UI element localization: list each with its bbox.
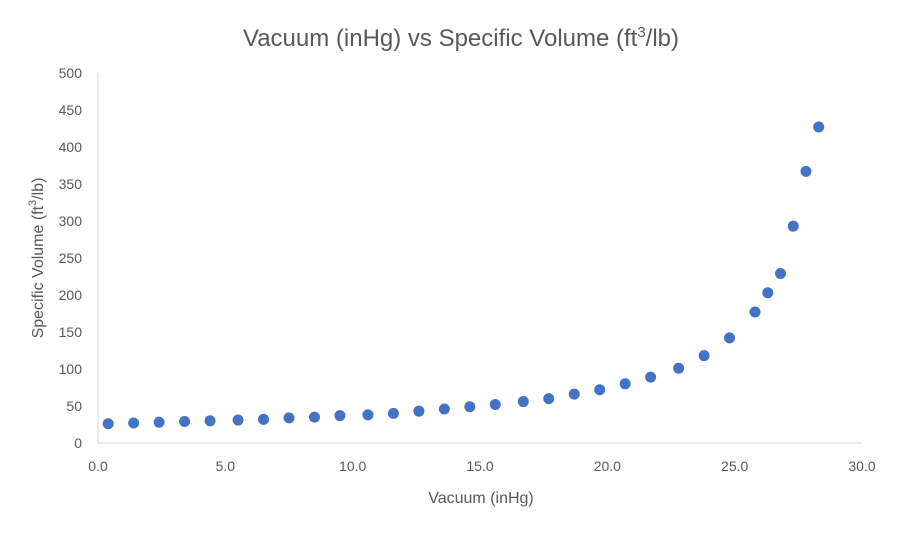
y-tick-label: 350	[59, 176, 83, 192]
data-point	[645, 371, 657, 383]
y-tick-label: 400	[59, 139, 83, 155]
data-point	[619, 378, 631, 390]
y-tick-label: 300	[59, 213, 83, 229]
data-point	[673, 362, 685, 374]
data-point	[102, 418, 114, 430]
y-tick-label: 200	[59, 287, 83, 303]
data-point	[787, 220, 799, 232]
data-point	[775, 268, 787, 280]
x-tick-label: 20.0	[594, 458, 621, 474]
y-tick-label: 100	[59, 361, 83, 377]
data-points	[102, 121, 825, 430]
x-tick-label: 30.0	[848, 458, 875, 474]
data-point	[800, 165, 812, 177]
y-tick-label: 250	[59, 250, 83, 266]
x-tick-label: 15.0	[466, 458, 493, 474]
data-point	[543, 393, 555, 405]
data-point	[749, 306, 761, 318]
x-tick-label: 25.0	[721, 458, 748, 474]
data-point	[762, 287, 774, 299]
data-point	[724, 332, 736, 344]
x-tick-label: 5.0	[216, 458, 236, 474]
y-tick-label: 150	[59, 324, 83, 340]
data-point	[517, 396, 529, 408]
data-point	[153, 416, 165, 428]
y-axis-label: Specific Volume (ft3/lb)	[27, 178, 47, 339]
data-point	[813, 121, 825, 133]
y-tick-label: 0	[74, 435, 82, 451]
y-tick-label: 500	[59, 65, 83, 81]
data-point	[438, 403, 450, 415]
y-tick-label: 50	[66, 398, 82, 414]
data-point	[334, 410, 346, 422]
chart-title: Vacuum (inHg) vs Specific Volume (ft3/lb…	[243, 24, 679, 52]
y-axis-ticks: 0 50 100 150 200 250 300 350 400 450 500	[59, 65, 83, 451]
data-point	[413, 405, 425, 417]
x-axis-ticks: 0.0 5.0 10.0 15.0 20.0 25.0 30.0	[88, 458, 876, 474]
data-point	[204, 415, 216, 427]
data-point	[308, 411, 320, 423]
data-point	[464, 401, 476, 413]
data-point	[362, 409, 374, 421]
data-point	[128, 417, 140, 429]
x-axis-label: Vacuum (inHg)	[428, 490, 534, 507]
plot-area	[97, 73, 862, 444]
y-tick-label: 450	[59, 102, 83, 118]
data-point	[387, 407, 399, 419]
x-tick-label: 10.0	[339, 458, 366, 474]
data-point	[568, 388, 580, 400]
data-point	[594, 384, 606, 396]
data-point	[179, 416, 191, 428]
data-point	[232, 414, 244, 426]
data-point	[698, 350, 710, 362]
data-point	[283, 412, 295, 424]
x-tick-label: 0.0	[88, 458, 108, 474]
data-point	[489, 399, 501, 411]
data-point	[258, 413, 270, 425]
